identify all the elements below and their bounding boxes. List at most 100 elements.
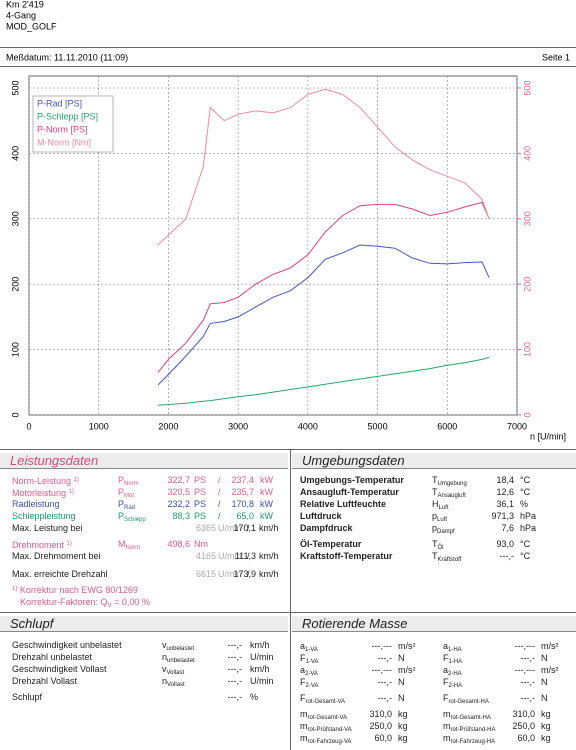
- symbol: vVollast: [162, 664, 184, 679]
- value: 310,0: [369, 709, 392, 719]
- symbol: a: [300, 641, 306, 651]
- y2-tick-label: 0: [522, 412, 532, 417]
- symbol: T: [432, 551, 438, 561]
- x-tick-label: 5000: [368, 421, 388, 431]
- subscript: Norm: [124, 481, 139, 487]
- legend-entry: P-Schlepp [PS]: [37, 111, 98, 121]
- unit: kW: [260, 475, 273, 485]
- unit: %: [520, 499, 529, 509]
- symbol: a: [300, 665, 306, 675]
- separator: /: [218, 475, 221, 485]
- symbol: p: [432, 523, 438, 533]
- separator: /: [218, 487, 221, 497]
- symbol: pLuft: [432, 511, 447, 526]
- legend-entry: P-Norm [PS]: [37, 124, 88, 134]
- row-label: Drehzahl Vollast: [12, 676, 78, 686]
- subscript: rot-Prüfstand-HA: [450, 727, 496, 733]
- page-number: Seite 1: [542, 52, 570, 62]
- y2-tick-label: 300: [522, 211, 532, 226]
- rule: [0, 612, 576, 613]
- section-title: Umgebungsdaten: [292, 453, 576, 469]
- unit: kW: [260, 499, 273, 509]
- y-tick-label: 400: [10, 146, 20, 161]
- symbol: F1-HA: [443, 653, 462, 668]
- footnote-mark: 1): [66, 541, 72, 547]
- value: 6615: [195, 569, 216, 579]
- symbol: mrot-Fahrzeug-HA: [443, 733, 495, 748]
- symbol: v: [162, 664, 167, 674]
- value: 65,0: [236, 511, 254, 521]
- symbol: PMot: [118, 487, 134, 502]
- unit: m/s²: [398, 641, 416, 651]
- symbol: T: [432, 487, 438, 497]
- subscript: Schlepp: [124, 517, 146, 523]
- symbol: PNorm: [118, 475, 139, 490]
- footnote-part: = 0,00 %: [114, 597, 150, 607]
- subscript: Norm: [125, 545, 141, 551]
- subscript: rot-Prüfstand-VA: [307, 727, 352, 733]
- x-tick-label: 6000: [437, 421, 457, 431]
- unit: N: [541, 677, 548, 687]
- value: ---,---: [514, 641, 535, 651]
- value: 170,8: [231, 499, 254, 509]
- footnote-part: Korrektur-Faktoren: Q: [20, 597, 108, 607]
- value: ---,-: [227, 676, 243, 686]
- separator: /: [218, 499, 221, 509]
- value: 173,9: [233, 569, 256, 579]
- unit: kg: [541, 733, 551, 743]
- unit: PS: [194, 511, 207, 521]
- unit: m/s²: [541, 641, 559, 651]
- value: 237,4: [231, 475, 254, 485]
- value: 111,3: [234, 551, 256, 561]
- symbol: P: [118, 499, 125, 509]
- symbol: n: [162, 652, 168, 662]
- y-tick-label: 300: [10, 211, 20, 226]
- header-line: MOD_GOLF: [6, 21, 57, 31]
- symbol: F2-VA: [300, 677, 318, 692]
- value: 250,0: [512, 721, 535, 731]
- row-label: Luftdruck: [300, 511, 342, 521]
- unit: kW: [260, 511, 273, 521]
- subscript: unbelastet: [167, 658, 195, 664]
- value: ---,-: [520, 677, 536, 687]
- symbol: a1-VA: [300, 641, 318, 656]
- x-tick-label: 4000: [298, 421, 318, 431]
- rule: [0, 66, 576, 67]
- row-label: Drehmoment 1): [12, 540, 72, 550]
- symbol: mrot-Fahrzeug-VA: [300, 733, 351, 748]
- legend-entry: P-Rad [PS]: [37, 98, 82, 108]
- subscript: 1-HA: [448, 659, 463, 665]
- section-title: Rotierende Masse: [292, 616, 576, 632]
- symbol: TKraftstoff: [432, 551, 461, 566]
- value: ---,---: [371, 641, 392, 651]
- symbol: PSchlepp: [118, 511, 146, 526]
- unit: %: [250, 692, 259, 702]
- symbol: HLuft: [432, 499, 449, 514]
- value: 498,6: [167, 539, 190, 549]
- unit: hPa: [520, 511, 537, 521]
- subscript: unbelastet: [166, 646, 195, 652]
- subscript: rot-Gesamt-VA: [305, 699, 346, 705]
- row-label: Motorleistung 1): [12, 488, 74, 498]
- symbol: a: [443, 641, 449, 651]
- value: 170,1: [233, 523, 256, 533]
- symbol: Frot-Gesamt-VA: [300, 693, 345, 708]
- symbol: F: [443, 693, 449, 703]
- unit: U/min: [250, 652, 274, 662]
- subscript: 1-HA: [448, 647, 462, 653]
- subscript: rot-Gesamt-HA: [450, 715, 491, 721]
- value: ---,-: [227, 664, 243, 674]
- footnote-mark: 1): [12, 586, 18, 592]
- unit: km/h: [259, 569, 279, 579]
- symbol: m: [443, 721, 451, 731]
- row-label: Norm-Leistung 1): [12, 476, 79, 486]
- value: 310,0: [512, 709, 535, 719]
- rule: [0, 47, 576, 48]
- separator: /: [218, 511, 221, 521]
- symbol: m: [300, 709, 308, 719]
- symbol: mrot-Prüfstand-HA: [443, 721, 496, 736]
- subscript: 2-HA: [448, 671, 462, 677]
- separator: /: [247, 551, 250, 561]
- value: 322,7: [167, 475, 190, 485]
